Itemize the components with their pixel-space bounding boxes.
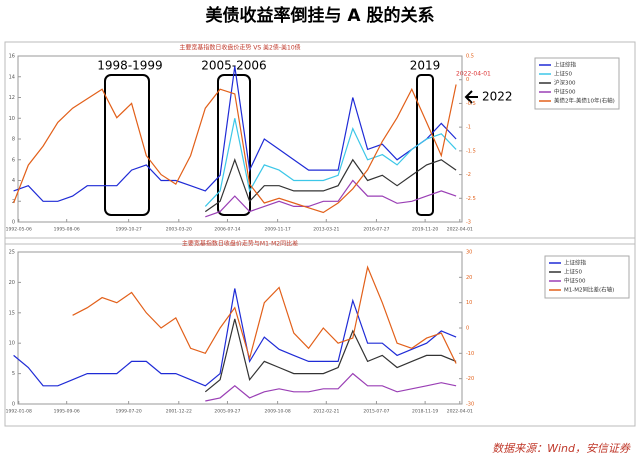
series-line — [205, 179, 457, 218]
y-tick-label: 5 — [12, 371, 15, 377]
legend-label: M1-M2同比差(右轴) — [564, 286, 614, 294]
y-tick-label: 0 — [12, 220, 15, 226]
series-line — [204, 118, 457, 207]
x-tick-label: 1995-08-06 — [54, 227, 80, 233]
y-tick-label: 10 — [9, 341, 15, 347]
series-line — [13, 84, 457, 214]
plot-area — [17, 251, 463, 405]
y2-tick-label: 0.5 — [466, 54, 474, 60]
x-tick-label: 1992-05-06 — [6, 227, 32, 233]
source: 数据来源：Wind，安信证券 — [492, 442, 631, 455]
y2-tick-label: -1 — [466, 125, 471, 131]
x-tick-label: 1992-01-08 — [6, 409, 32, 415]
y2-tick-label: -10 — [466, 351, 474, 357]
annotation: 2005-2006 — [201, 59, 266, 73]
x-tick-label: 2001-12-22 — [166, 409, 192, 415]
annotation: 2019 — [410, 59, 441, 73]
x-tick-label: 2009-10-08 — [265, 409, 291, 415]
panel-frame — [4, 237, 636, 427]
box-1998 — [104, 74, 150, 216]
y2-tick-label: 0 — [466, 326, 469, 332]
y-tick-label: 14 — [9, 74, 15, 80]
y-tick-label: 12 — [9, 95, 15, 101]
y-tick-label: 15 — [9, 310, 15, 316]
arrow-2022 — [464, 90, 478, 104]
y2-tick-label: 10 — [466, 300, 472, 306]
x-tick-label: 2016-07-27 — [363, 227, 389, 233]
y-tick-label: 2 — [12, 199, 15, 205]
legend-label: 中证500 — [554, 88, 576, 96]
x-tick-label: 2022-04-01 — [447, 227, 473, 233]
x-tick-label: 2018-11-19 — [412, 409, 438, 415]
legend-label: 上证综指 — [564, 259, 587, 267]
legend-label: 中证500 — [564, 277, 586, 285]
annotation: 2022 — [482, 90, 513, 104]
annotation: 2022-04-01 — [456, 71, 491, 78]
series-line — [205, 372, 457, 402]
x-tick-label: 2005-09-27 — [214, 409, 240, 415]
x-tick-label: 2013-03-21 — [313, 227, 339, 233]
y-tick-label: 8 — [12, 137, 15, 143]
y2-tick-label: 30 — [466, 250, 472, 256]
series-line — [13, 288, 457, 387]
series-line — [204, 318, 457, 393]
x-tick-label: 2003-03-20 — [166, 227, 192, 233]
series-line — [72, 265, 457, 364]
x-tick-label: 1999-10-27 — [116, 227, 142, 233]
y-tick-label: 16 — [9, 54, 15, 60]
plot-area — [17, 55, 463, 223]
page-title: 美债收益率倒挂与 A 股的关系 — [206, 5, 435, 26]
panel-frame — [4, 41, 636, 245]
series-line — [13, 66, 457, 202]
y-tick-label: 10 — [9, 116, 15, 122]
y2-tick-label: -30 — [466, 402, 474, 408]
legend-label: 上证50 — [564, 268, 582, 276]
x-tick-label: 2012-02-21 — [313, 409, 339, 415]
y2-tick-label: -1.5 — [466, 148, 476, 154]
y2-tick-label: -3 — [466, 220, 471, 226]
y-tick-label: 6 — [12, 157, 15, 163]
y-tick-label: 0 — [12, 402, 15, 408]
y-tick-label: 25 — [9, 250, 15, 256]
x-tick-label: 2006-07-14 — [214, 227, 240, 233]
chart-title: 主要宽基指数日收盘价走势与M1-M2同比差 — [182, 240, 298, 248]
legend-label: 沪深300 — [554, 79, 576, 87]
y2-tick-label: 0 — [466, 77, 469, 83]
legend-label: 上证50 — [554, 70, 572, 78]
y2-tick-label: -2 — [466, 172, 471, 178]
x-tick-label: 2022-04-01 — [447, 409, 473, 415]
highlight-boxes — [104, 74, 478, 216]
annotation: 1998-1999 — [97, 59, 162, 73]
x-tick-label: 1995-09-06 — [54, 409, 80, 415]
y2-tick-label: 20 — [466, 275, 472, 281]
box-2019 — [416, 74, 434, 216]
series-line — [204, 158, 457, 213]
y-tick-label: 4 — [12, 178, 15, 184]
x-tick-label: 2019-11-20 — [412, 227, 438, 233]
x-tick-label: 2009-11-17 — [265, 227, 291, 233]
y2-tick-label: -2.5 — [466, 196, 476, 202]
x-tick-label: 1999-07-20 — [116, 409, 142, 415]
y2-tick-label: -20 — [466, 376, 474, 382]
legend-label: 美债2年-美债10年(右轴) — [554, 97, 615, 105]
legend-label: 上证综指 — [554, 61, 577, 69]
y-tick-label: 20 — [9, 280, 15, 286]
x-tick-label: 2015-07-07 — [363, 409, 389, 415]
chart-title: 主要宽基指数日收盘价走势 VS 美2债-美10债 — [179, 44, 300, 52]
y2-tick-label: -0.5 — [466, 101, 476, 107]
